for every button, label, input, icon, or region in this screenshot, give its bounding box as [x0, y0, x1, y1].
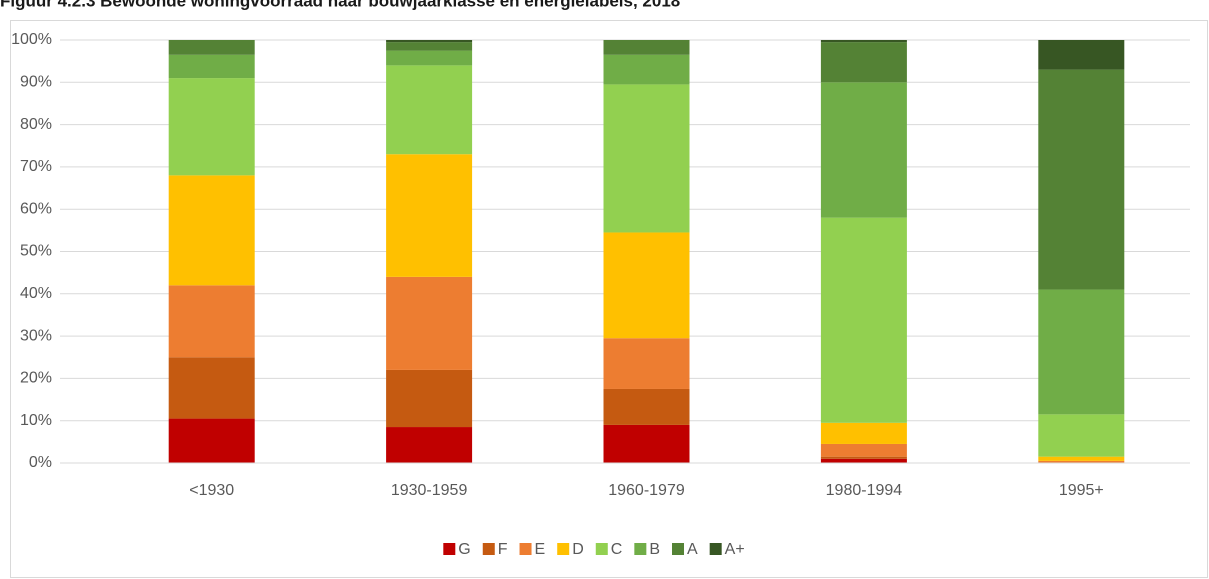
legend-label: E — [535, 541, 546, 558]
bar-segment — [386, 369, 473, 428]
x-tick-label: 1930-1959 — [391, 482, 468, 499]
legend-label: B — [649, 541, 660, 558]
bar-segment — [1038, 289, 1125, 415]
bar-segment — [386, 154, 473, 277]
bar-segment — [820, 42, 907, 83]
bar-segment — [820, 443, 907, 457]
legend-label: A+ — [725, 541, 745, 558]
bar-segment — [820, 217, 907, 423]
y-tick-label: 90% — [20, 74, 52, 91]
y-tick-label: 20% — [20, 370, 52, 387]
y-tick-label: 100% — [11, 31, 52, 48]
bar-segment — [603, 232, 690, 339]
legend-swatch — [709, 543, 722, 555]
x-tick-label: 1980-1994 — [826, 482, 903, 499]
bar-segment — [603, 388, 690, 425]
bar-segment — [820, 422, 907, 444]
bar-segment — [820, 458, 907, 463]
bar-segment — [168, 54, 255, 79]
bar-segment — [168, 285, 255, 358]
bar-segment — [820, 456, 907, 459]
y-tick-label: 40% — [20, 285, 52, 302]
bar-segment — [386, 65, 473, 155]
legend-label: F — [498, 541, 508, 558]
bar-segment — [386, 40, 473, 43]
legend-swatch — [443, 543, 456, 555]
bar-segment — [386, 42, 473, 51]
bar-segment — [820, 82, 907, 218]
bar-segment — [168, 357, 255, 419]
bar-segment — [386, 50, 473, 66]
y-tick-label: 70% — [20, 158, 52, 175]
legend-swatch — [519, 543, 532, 555]
legend-label: G — [458, 541, 470, 558]
chart-title: Figuur 4.2.3 Bewoonde woningvoorraad naa… — [0, 0, 680, 10]
bar-segment — [168, 78, 255, 176]
bar-segment — [603, 424, 690, 463]
y-tick-label: 50% — [20, 243, 52, 260]
legend-label: C — [611, 541, 623, 558]
bar-segment — [603, 84, 690, 233]
bar-segment — [168, 40, 255, 55]
legend-swatch — [557, 543, 570, 555]
bar-segment — [1038, 460, 1125, 463]
x-tick-label: <1930 — [189, 482, 234, 499]
x-tick-label: 1960-1979 — [608, 482, 685, 499]
y-tick-label: 60% — [20, 200, 52, 217]
y-tick-label: 10% — [20, 412, 52, 429]
bar-segment — [1038, 414, 1125, 457]
bar-segment — [820, 40, 907, 43]
bar-segment — [1038, 456, 1125, 461]
legend-swatch — [482, 543, 495, 555]
bar-segment — [386, 276, 473, 370]
legend-swatch — [634, 543, 647, 555]
y-tick-label: 80% — [20, 116, 52, 133]
bar-segment — [603, 54, 690, 85]
legend-swatch — [595, 543, 608, 555]
bar-segment — [168, 175, 255, 286]
bar-segment — [1038, 69, 1125, 290]
bar-segment — [168, 418, 255, 463]
bar-segment — [1038, 40, 1125, 70]
bar-segment — [603, 40, 690, 55]
y-tick-label: 30% — [20, 327, 52, 344]
bar-segment — [386, 427, 473, 463]
x-tick-label: 1995+ — [1059, 482, 1104, 499]
y-tick-label: 0% — [29, 454, 52, 471]
legend-label: D — [572, 541, 584, 558]
bar-segment — [603, 338, 690, 389]
legend-label: A — [687, 541, 698, 558]
legend-swatch — [672, 543, 685, 555]
